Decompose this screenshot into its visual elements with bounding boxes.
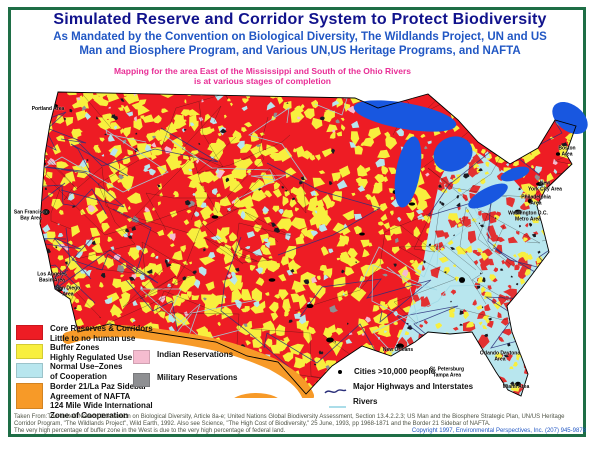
source-line-2: Corridor Program, "The Wildlands Project… <box>14 421 491 428</box>
page-subtitle: As Mandated by the Convention on Biologi… <box>0 31 600 58</box>
lake-huron-shape <box>433 136 473 172</box>
cities-label: Cities >10,000 people <box>354 367 436 376</box>
core-reserves-label: Core Reserves & Corridors Little to no hu… <box>50 324 153 343</box>
indian-reservations-label: Indian Reservations <box>157 350 234 359</box>
city-dot-icon <box>338 370 342 374</box>
border21-zone-blob <box>234 393 278 398</box>
legend-item-highways: Major Highways and Interstates <box>324 382 473 401</box>
indian-reservations-swatch <box>133 350 150 364</box>
source-line-1: Taken From:The United Nations Convention… <box>14 414 565 420</box>
legend-item-border21: Border 21/La Paz Sidebar Agreement of NAF… <box>16 382 153 420</box>
source-citation: Taken From:The United Nations Convention… <box>14 414 586 436</box>
border21-swatch <box>16 383 43 409</box>
normal-use-swatch <box>16 363 43 378</box>
subtitle-line-1: As Mandated by the Convention on Biologi… <box>53 31 547 43</box>
lake-michigan-shape <box>394 136 422 208</box>
us-outline <box>39 91 577 397</box>
legend-item-military-reservations: Military Reservations <box>133 373 237 387</box>
subtitle-line-2: Man and Biosphere Program, and Various U… <box>79 44 521 57</box>
atlantic-northeast-water <box>552 101 588 135</box>
military-reservations-swatch <box>133 373 150 387</box>
us-biodiversity-map: Portland Area San Francisco Bay Area Los A… <box>10 84 592 398</box>
note-line-2: is at various stages of completion <box>194 76 331 86</box>
military-reservations-label: Military Reservations <box>157 373 238 382</box>
note-line-1: Mapping for the area East of the Mississ… <box>113 66 412 76</box>
legend-item-core-reserves: Core Reserves & Corridors Little to no hu… <box>16 324 153 343</box>
metro-area-blobs <box>42 103 561 387</box>
legend-item-cities: Cities >10,000 people <box>333 367 435 377</box>
legend-item-buffer-zones: Buffer Zones Highly Regulated Use <box>16 343 132 362</box>
map-canvas <box>39 91 588 398</box>
core-reserves-swatch <box>16 325 43 340</box>
lake-ontario-shape <box>500 166 530 182</box>
legend-item-rivers: Rivers <box>328 397 377 416</box>
rivers-label: Rivers <box>353 397 378 406</box>
buffer-zones-label: Buffer Zones Highly Regulated Use <box>50 343 133 362</box>
border21-label: Border 21/La Paz Sidebar Agreement of NAF… <box>50 382 153 420</box>
lake-erie-shape <box>468 183 508 209</box>
mapping-status-note: Mapping for the area East of the Mississ… <box>0 66 525 86</box>
buffer-zones-swatch <box>16 344 43 359</box>
highway-line-icon <box>324 383 347 401</box>
highways-label: Major Highways and Interstates <box>353 382 474 391</box>
border21-zone-band <box>62 325 314 398</box>
copyright-notice: Copyright 1997, Environmental Perspectiv… <box>411 428 586 435</box>
lake-superior-shape <box>353 100 457 132</box>
legend-item-normal-use: Normal Use–Zones of Cooperation <box>16 362 122 381</box>
normal-use-label: Normal Use–Zones of Cooperation <box>50 362 123 381</box>
legend-item-indian-reservations: Indian Reservations <box>133 350 233 364</box>
river-line-icon <box>328 398 347 416</box>
source-line-3: The very high percentage of buffer zone … <box>14 428 286 435</box>
page-title: Simulated Reserve and Corridor System to… <box>53 11 547 28</box>
